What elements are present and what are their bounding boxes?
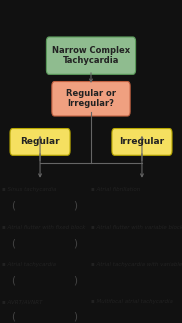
Text: ): ) [74,238,78,248]
Text: Irregular: Irregular [119,137,165,146]
Text: ): ) [74,312,78,322]
Text: ▪ Atrial flutter with fixed block: ▪ Atrial flutter with fixed block [2,224,85,230]
Text: Regular: Regular [20,137,60,146]
FancyBboxPatch shape [46,37,136,74]
Text: ▪ Atrial tachycardia with variable block: ▪ Atrial tachycardia with variable block [91,262,182,267]
Text: ▪ Atrial fibrillation: ▪ Atrial fibrillation [91,187,140,192]
Text: ): ) [74,201,78,211]
Text: Narrow Complex
Tachycardia: Narrow Complex Tachycardia [52,46,130,65]
Text: ): ) [74,276,78,286]
Text: ▪ Atrial flutter with variable block: ▪ Atrial flutter with variable block [91,224,182,230]
Text: Regular or
Irregular?: Regular or Irregular? [66,89,116,109]
Text: ▪ AVRT/AVNRT: ▪ AVRT/AVNRT [2,299,42,304]
FancyBboxPatch shape [52,81,130,116]
FancyBboxPatch shape [112,129,172,155]
Text: (: ( [11,238,15,248]
Text: (: ( [11,312,15,322]
Text: ▪ Sinus tachycardia: ▪ Sinus tachycardia [2,187,56,192]
Text: (: ( [11,201,15,211]
FancyBboxPatch shape [10,129,70,155]
Text: ▪ Multifocal atrial tachycardia: ▪ Multifocal atrial tachycardia [91,299,173,304]
Text: ▪ Atrial tachycardia: ▪ Atrial tachycardia [2,262,56,267]
Text: (: ( [11,276,15,286]
